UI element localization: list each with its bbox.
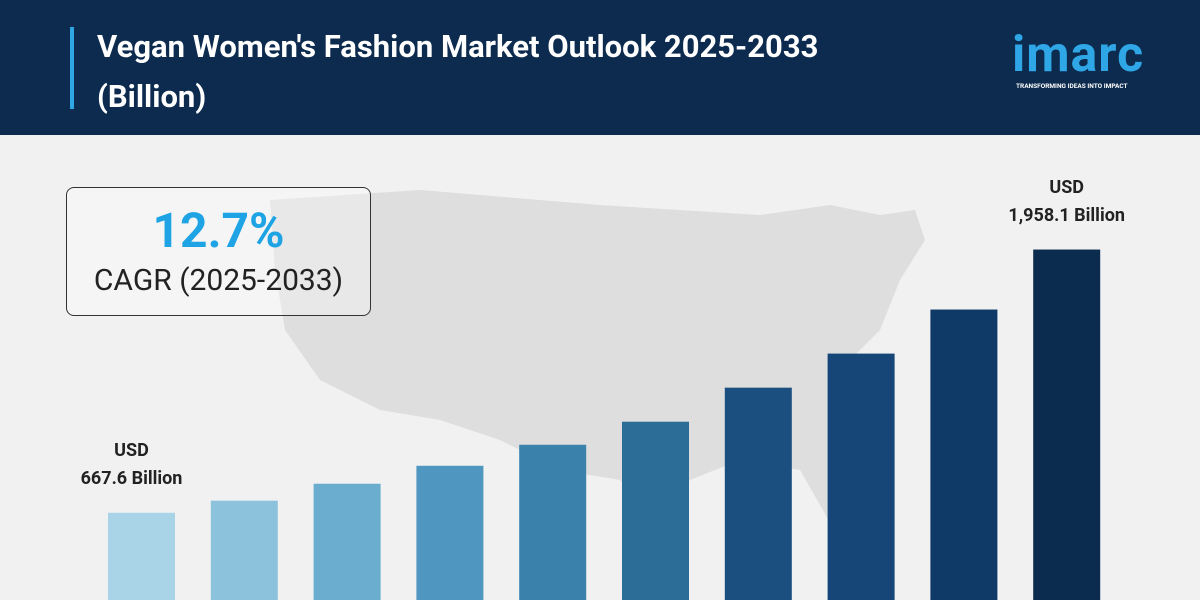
cagr-label: CAGR (2025-2033) <box>93 263 344 298</box>
bar <box>108 512 175 600</box>
bar <box>1033 249 1101 600</box>
value-label: USD 1,958.1 Billion <box>1008 176 1125 226</box>
bar <box>827 353 895 600</box>
bar <box>622 421 689 600</box>
bar <box>313 483 381 600</box>
value-label: USD 667.6 Billion <box>80 439 183 489</box>
chart-title: Vegan Women's Fashion Market Outlook 202… <box>97 28 819 115</box>
bar <box>519 444 587 600</box>
cagr-box: 12.7% CAGR (2025-2033) <box>66 187 371 316</box>
bar <box>930 309 998 600</box>
accent-line <box>70 27 74 109</box>
bar <box>210 500 278 600</box>
logo-tagline: TRANSFORMING IDEAS INTO IMPACT <box>1016 82 1128 90</box>
logo: imarc <box>1012 26 1145 84</box>
cagr-value: 12.7% <box>152 202 285 259</box>
bar <box>416 465 484 600</box>
header-bar: Vegan Women's Fashion Market Outlook 202… <box>0 0 1200 135</box>
bar <box>724 387 792 600</box>
